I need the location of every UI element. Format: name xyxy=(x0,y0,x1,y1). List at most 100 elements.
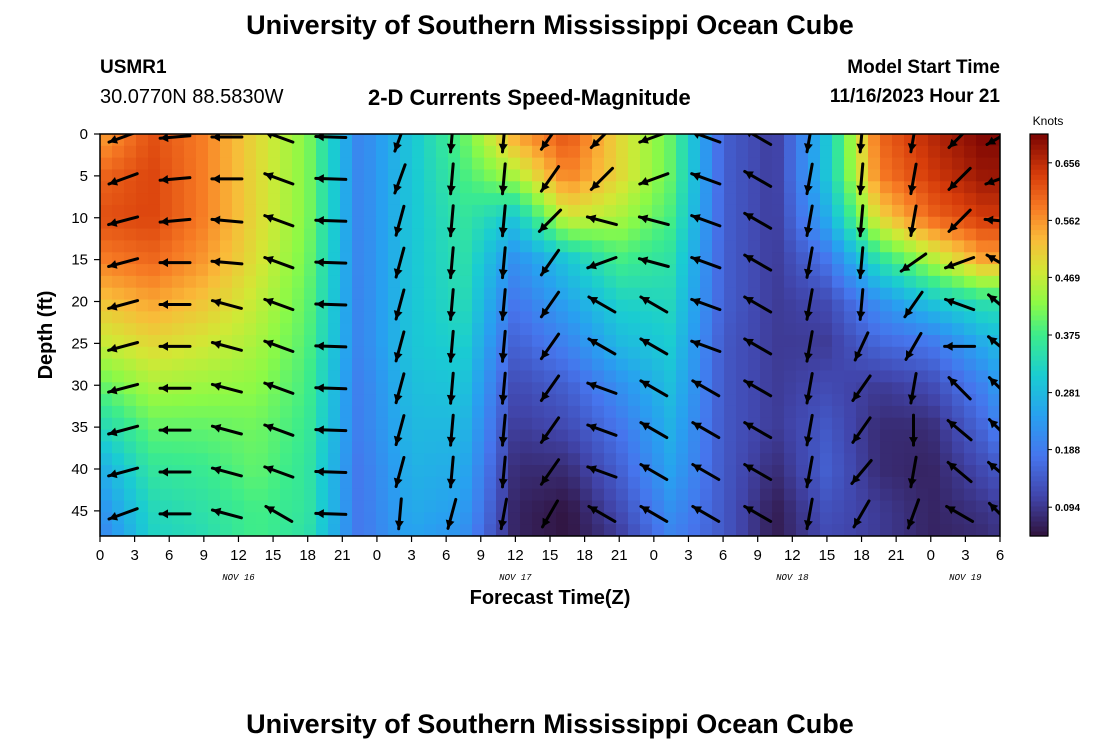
heatmap-cell xyxy=(316,204,329,218)
heatmap-cell xyxy=(868,500,881,513)
heatmap-cell xyxy=(568,145,581,159)
current-vector xyxy=(263,339,295,353)
heatmap-cell xyxy=(220,524,233,536)
heatmap-cell xyxy=(628,335,641,348)
heatmap-cell xyxy=(100,169,113,182)
heatmap-cell xyxy=(700,488,713,502)
heatmap-cell xyxy=(316,524,329,536)
colorbar-segment xyxy=(1030,204,1048,210)
heatmap-cell xyxy=(928,311,941,324)
current-vector xyxy=(264,504,294,523)
colorbar-segment xyxy=(1030,420,1048,427)
heatmap-cell xyxy=(724,240,737,253)
heatmap-cell xyxy=(496,323,509,336)
heatmap-cell xyxy=(436,405,449,419)
heatmap-cell xyxy=(940,394,953,407)
heatmap-cell xyxy=(532,453,545,466)
heatmap-cell xyxy=(568,500,581,513)
heatmap-cell xyxy=(796,358,809,372)
heatmap-cell xyxy=(196,216,209,230)
heatmap-cell xyxy=(244,382,257,395)
heatmap-cell xyxy=(640,405,653,419)
current-vector xyxy=(691,379,721,398)
heatmap-cell xyxy=(964,134,977,147)
heatmap-cell xyxy=(388,335,401,348)
heatmap-cell xyxy=(772,512,785,525)
heatmap-cell xyxy=(844,216,857,230)
colorbar-segment xyxy=(1030,445,1048,452)
heatmap-cell xyxy=(364,476,377,490)
heatmap-cell xyxy=(520,500,533,513)
heatmap-cell xyxy=(112,441,125,454)
heatmap-cell xyxy=(652,323,665,336)
heatmap-cell xyxy=(712,157,725,171)
heatmap-cell xyxy=(232,417,245,431)
heatmap-cell xyxy=(316,500,329,513)
heatmap-cell xyxy=(820,512,833,525)
heatmap-cell xyxy=(808,323,821,336)
heatmap-cell xyxy=(796,335,809,348)
heatmap-cell xyxy=(976,169,989,182)
current-vector xyxy=(691,504,721,523)
heatmap-cell xyxy=(868,240,881,253)
heatmap-cell xyxy=(904,370,917,383)
heatmap-cell xyxy=(724,429,737,443)
heatmap-cell xyxy=(148,134,161,147)
heatmap-cell xyxy=(100,370,113,383)
heatmap-cell xyxy=(916,228,929,242)
heatmap-cell xyxy=(604,134,617,147)
heatmap-cell xyxy=(736,228,749,242)
heatmap-cell xyxy=(244,358,257,372)
heatmap-cell xyxy=(568,358,581,372)
current-vector xyxy=(498,134,508,154)
heatmap-cell xyxy=(628,228,641,242)
heatmap-cell xyxy=(676,181,689,194)
heatmap-cell xyxy=(688,488,701,502)
heatmap-cell xyxy=(844,465,857,478)
heatmap-cell xyxy=(760,335,773,348)
heatmap-cell xyxy=(520,311,533,324)
heatmap-cell xyxy=(376,204,389,218)
heatmap-cell xyxy=(568,204,581,218)
heatmap-cell xyxy=(628,134,641,147)
heatmap-cell xyxy=(868,524,881,536)
heatmap-cell xyxy=(424,264,437,277)
heatmap-cell xyxy=(964,264,977,277)
heatmap-cell xyxy=(340,476,353,490)
heatmap-cell xyxy=(244,465,257,478)
current-vector xyxy=(539,332,561,361)
heatmap-cell xyxy=(580,370,593,383)
colorbar-title: Knots xyxy=(1033,114,1064,128)
heatmap-cell xyxy=(304,181,317,194)
heatmap-cell xyxy=(520,181,533,194)
colorbar-segment xyxy=(1030,495,1048,502)
colorbar-segment xyxy=(1030,274,1048,281)
current-vector xyxy=(314,257,348,267)
heatmap-cell xyxy=(868,311,881,324)
heatmap-cell xyxy=(508,453,521,466)
heatmap-cell xyxy=(376,264,389,277)
heatmap-cell xyxy=(712,405,725,419)
heatmap-cell xyxy=(724,382,737,395)
heatmap-cell xyxy=(136,169,149,182)
heatmap-cell xyxy=(772,240,785,253)
heatmap-cell xyxy=(424,488,437,502)
heatmap-cell xyxy=(184,429,197,443)
heatmap-cell xyxy=(508,216,521,230)
heatmap-cell xyxy=(940,311,953,324)
heatmap-cell xyxy=(412,287,425,301)
heatmap-cell xyxy=(988,145,1000,159)
current-vector xyxy=(266,134,295,144)
heatmap-cell xyxy=(820,358,833,372)
heatmap-cell xyxy=(964,453,977,466)
heatmap-cell xyxy=(244,370,257,383)
heatmap-cell xyxy=(700,323,713,336)
heatmap-cell xyxy=(220,441,233,454)
heatmap-cell xyxy=(856,488,869,502)
heatmap-cell xyxy=(556,512,569,525)
heatmap-cell xyxy=(640,441,653,454)
heatmap-cell xyxy=(904,157,917,171)
heatmap-cell xyxy=(136,264,149,277)
heatmap-cell xyxy=(892,228,905,242)
heatmap-cell xyxy=(160,335,173,348)
